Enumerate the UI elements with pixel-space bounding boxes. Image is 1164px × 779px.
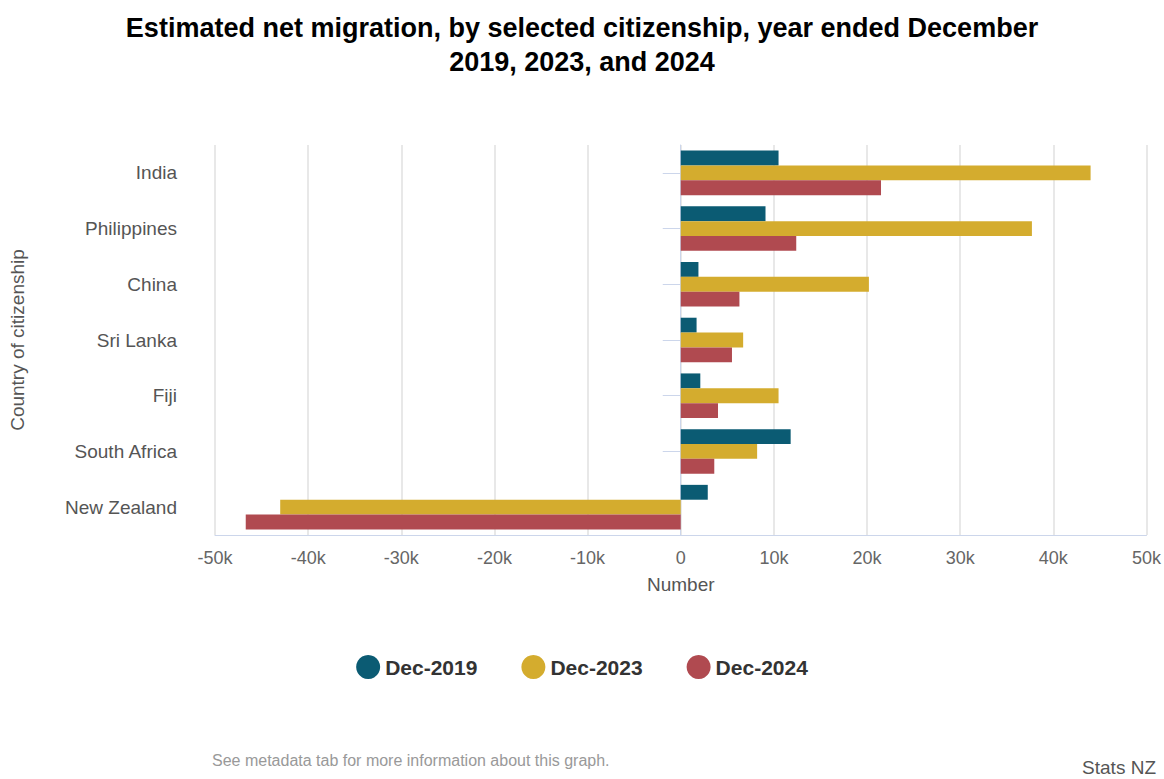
svg-text:30k: 30k: [946, 548, 976, 568]
svg-text:China: China: [127, 274, 177, 295]
svg-text:Number: Number: [647, 574, 715, 595]
svg-text:Dec-2024: Dec-2024: [716, 656, 809, 679]
svg-text:See metadata tab for more info: See metadata tab for more information ab…: [212, 752, 610, 769]
svg-text:0: 0: [676, 548, 686, 568]
svg-text:-10k: -10k: [570, 548, 606, 568]
svg-text:South Africa: South Africa: [75, 441, 178, 462]
svg-text:-30k: -30k: [384, 548, 420, 568]
svg-text:Dec-2019: Dec-2019: [385, 656, 477, 679]
svg-text:20k: 20k: [853, 548, 883, 568]
svg-text:-40k: -40k: [291, 548, 327, 568]
svg-text:-50k: -50k: [197, 548, 233, 568]
svg-text:2019, 2023, and 2024: 2019, 2023, and 2024: [449, 47, 715, 77]
svg-text:Stats NZ: Stats NZ: [1082, 757, 1156, 778]
svg-text:Fiji: Fiji: [153, 385, 177, 406]
svg-text:Philippines: Philippines: [85, 218, 177, 239]
svg-text:Sri Lanka: Sri Lanka: [97, 330, 178, 351]
svg-text:50k: 50k: [1132, 548, 1162, 568]
svg-text:10k: 10k: [759, 548, 789, 568]
svg-text:40k: 40k: [1039, 548, 1069, 568]
svg-text:Estimated net migration, by se: Estimated net migration, by selected cit…: [126, 13, 1039, 43]
svg-text:Country of citizenship: Country of citizenship: [7, 249, 28, 431]
svg-text:New Zealand: New Zealand: [65, 497, 177, 518]
svg-text:India: India: [136, 162, 178, 183]
svg-text:-20k: -20k: [477, 548, 513, 568]
svg-text:Dec-2023: Dec-2023: [550, 656, 642, 679]
